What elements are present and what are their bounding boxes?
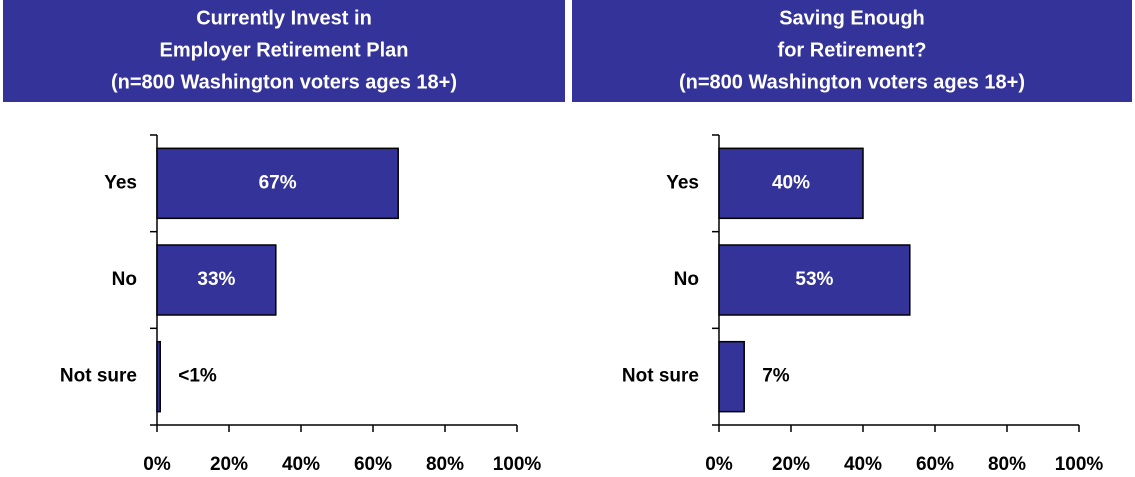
x-tick-label: 60% (916, 454, 954, 475)
chart-title: Saving Enough (779, 7, 925, 29)
data-label: <1% (178, 366, 217, 387)
x-tick-label: 80% (426, 454, 464, 475)
x-tick-label: 40% (282, 454, 320, 475)
x-tick-label: 80% (988, 454, 1026, 475)
data-label: 53% (795, 269, 833, 290)
chart-title: for Retirement? (778, 39, 927, 61)
bar (156, 147, 399, 220)
bar (718, 244, 911, 316)
chart-title: (n=800 Washington voters ages 18+) (111, 71, 457, 93)
title-box (572, 0, 1132, 102)
category-label: Not sure (60, 366, 137, 387)
bar (156, 244, 277, 316)
x-tick-label: 0% (143, 454, 171, 475)
x-tick-label: 100% (493, 454, 542, 475)
category-label: Yes (666, 172, 699, 193)
bar (156, 340, 161, 413)
category-label: Not sure (622, 366, 699, 387)
data-label: 33% (197, 269, 235, 290)
data-label: 67% (259, 172, 297, 193)
x-tick-label: 20% (772, 454, 810, 475)
category-label: Yes (104, 172, 137, 193)
x-tick-label: 20% (210, 454, 248, 475)
x-tick-label: 0% (705, 454, 733, 475)
category-label: No (112, 269, 137, 290)
bar (718, 340, 745, 413)
x-tick-label: 100% (1055, 454, 1104, 475)
bar (718, 147, 864, 220)
title-box (3, 0, 565, 102)
chart-title: (n=800 Washington voters ages 18+) (679, 71, 1025, 93)
data-label: 7% (762, 366, 790, 387)
category-label: No (674, 269, 699, 290)
chart-title: Employer Retirement Plan (160, 39, 409, 61)
x-tick-label: 60% (354, 454, 392, 475)
chart-title: Currently Invest in (196, 7, 372, 29)
x-tick-label: 40% (844, 454, 882, 475)
data-label: 40% (772, 172, 810, 193)
